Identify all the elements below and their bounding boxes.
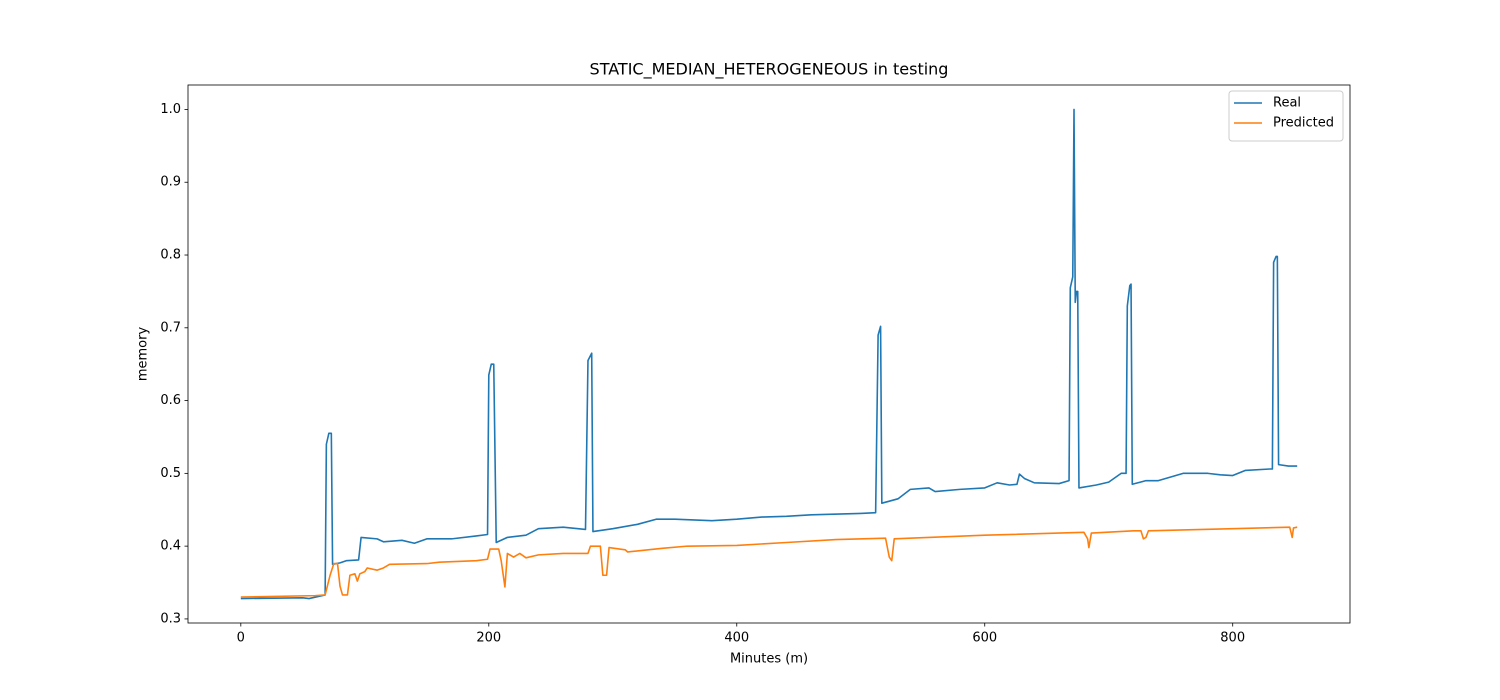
y-tick-label: 0.8: [160, 248, 181, 263]
plot-frame: [187, 84, 1351, 624]
x-axis-label: Minutes (m): [730, 652, 808, 667]
x-tick-label: 600: [972, 631, 997, 646]
legend-label: Real: [1273, 96, 1301, 111]
x-tick-label: 0: [237, 631, 245, 646]
chart-title: STATIC_MEDIAN_HETEROGENEOUS in testing: [590, 60, 949, 80]
y-tick-label: 0.7: [160, 320, 181, 335]
y-tick-label: 0.4: [160, 539, 181, 554]
y-tick-label: 0.5: [160, 466, 181, 481]
y-tick-label: 1.0: [160, 102, 181, 117]
series-line: [240, 526, 1298, 598]
series-line: [240, 108, 1298, 600]
legend-label: Predicted: [1273, 116, 1334, 131]
y-tick-label: 0.3: [160, 611, 181, 626]
y-tick-label: 0.6: [160, 393, 181, 408]
x-tick-label: 400: [724, 631, 749, 646]
y-tick-label: 0.9: [160, 175, 181, 190]
x-tick-label: 200: [476, 631, 501, 646]
x-tick-label: 800: [1220, 631, 1245, 646]
y-axis-label: memory: [136, 327, 151, 382]
